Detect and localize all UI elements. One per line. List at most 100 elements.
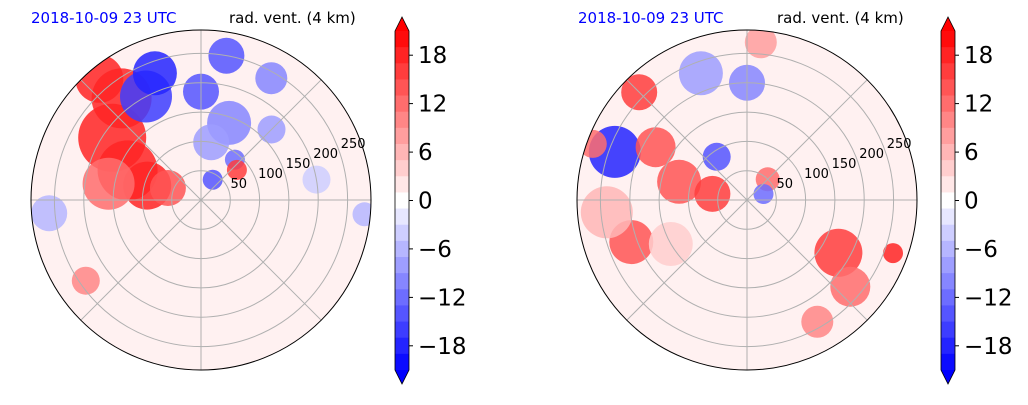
panel-2-field-blob: [830, 266, 871, 307]
panel-2-field-blob: [702, 142, 731, 171]
panel-2-colorbar-segment: [941, 176, 955, 193]
panel-1-timestamp: 2018-10-09 23 UTC: [31, 9, 177, 27]
panel-2-field-blob: [744, 30, 777, 59]
panel-2-colorbar-segment: [941, 289, 955, 306]
panel-2-colorbar-segment: [941, 208, 955, 226]
panel-2-colorbar-tick-label: 0: [964, 189, 979, 215]
panel-1-colorbar-tick-label: 12: [418, 92, 447, 118]
panel-1-radial-tick-label: 50: [231, 177, 248, 192]
panel-2-colorbar-segment: [941, 353, 955, 371]
panel-1-colorbar-segment: [395, 79, 409, 96]
panel-2-colorbar-segment: [941, 79, 955, 96]
panel-1-colorbar-segment: [395, 95, 409, 113]
panel-2-radial-tick-label: 200: [859, 147, 884, 162]
panel-2-colorbar-segment: [941, 111, 955, 129]
panel-1-colorbar-segment: [395, 127, 409, 145]
panel-2-colorbar-tick-label: 12: [964, 92, 993, 118]
panel-2-colorbar-segment: [941, 127, 955, 145]
panel-1-field-blob: [71, 266, 100, 295]
panel-1-colorbar-segment: [395, 208, 409, 226]
panel-1-colorbar-segment: [395, 160, 409, 177]
panel-1-colorbar-extend-top: [395, 17, 409, 31]
panel-2-radial-tick-label: 150: [832, 157, 857, 172]
panel-2-field-blob: [801, 305, 834, 338]
panel-1-field-blob: [82, 157, 135, 210]
panel-1-spoke: [80, 199, 202, 321]
panel-1-colorbar-segment: [395, 353, 409, 371]
panel-2-colorbar-segment: [941, 257, 955, 274]
panel-1-colorbar-segment: [395, 224, 409, 242]
panel-1-colorbar-segment: [395, 176, 409, 193]
panel-2-radial-tick-label: 50: [777, 177, 794, 192]
panel-1-colorbar-segment: [395, 192, 409, 209]
panel-1-spoke: [80, 79, 202, 201]
panel-1-colorbar-outline: [394, 16, 410, 385]
panel-1-title: rad. vent. (4 km): [229, 9, 356, 27]
panel-2-colorbar-tick-label: −12: [964, 285, 1013, 311]
panel-1-colorbar-segment: [395, 144, 409, 161]
panel-2-colorbar-tick-label: 6: [964, 140, 979, 166]
panel-2-colorbar-segment: [941, 95, 955, 113]
panel-1-spoke: [200, 199, 322, 321]
panel-1-field-blob: [202, 169, 223, 190]
panel-2-colorbar-tick-label: −18: [964, 334, 1013, 360]
panel-1-field-blob: [226, 159, 247, 180]
panel-2-colorbar-segment: [941, 273, 955, 290]
panel-2-colorbar-segment: [941, 224, 955, 242]
panel-2-colorbar-segment: [941, 47, 955, 64]
panel-1-colorbar-tick-label: 18: [418, 43, 447, 69]
panel-1-field-blob: [255, 62, 288, 95]
panel-1-radial-tick-label: 100: [258, 167, 283, 182]
panel-2-colorbar-segment: [941, 305, 955, 322]
panel-2-colorbar-segment: [941, 240, 955, 258]
panel-2-radial-tick-label: 250: [887, 137, 912, 152]
panel-2-field-blob: [635, 127, 676, 168]
panel-2-colorbar-segment: [941, 63, 955, 80]
panel-2-colorbar-tick-label: 18: [964, 43, 993, 69]
panel-2-colorbar: 18 12 6 0 −6 −12 −18: [940, 16, 1013, 385]
panel-2-title: rad. vent. (4 km): [777, 9, 904, 27]
panel-1-radial-tick-label: 200: [313, 147, 338, 162]
panel-1-radial-tick-label: 250: [341, 137, 366, 152]
panel-1-colorbar-segment: [395, 305, 409, 322]
panel-2-outline: [576, 29, 918, 371]
panel-2-colorbar-segment: [941, 160, 955, 177]
panel-1-colorbar-segment: [395, 273, 409, 290]
panel-1-colorbar-segment: [395, 240, 409, 258]
panel-2-field-blob: [678, 51, 723, 96]
panel-2-colorbar-extend-top: [941, 17, 955, 31]
panel-1-colorbar-tick-label: 6: [418, 140, 433, 166]
panel-2-spoke: [626, 79, 748, 201]
panel-2-field-blob: [883, 243, 903, 264]
panel-2-colorbar-extend-bottom: [941, 370, 955, 384]
panel-2-colorbar-segment: [941, 321, 955, 339]
panel-1-colorbar-tick-label: −18: [418, 334, 467, 360]
panel-2-field-blob: [814, 228, 863, 277]
panel-2-colorbar-tick-label: −6: [964, 237, 998, 263]
panel-1-spoke: [200, 79, 322, 201]
panel-1-field-blob: [149, 170, 186, 206]
panel-1-colorbar-tick-label: −12: [418, 285, 467, 311]
panel-2-colorbar-segment: [941, 337, 955, 355]
panel-1-colorbar-tick-label: 0: [418, 189, 433, 215]
panel-1-colorbar-segment: [395, 321, 409, 339]
panel-1-colorbar-extend-bottom: [395, 370, 409, 384]
panel-2-field-blob: [753, 184, 774, 204]
panel-1-colorbar-tick-label: −6: [418, 237, 452, 263]
panel-2-colorbar-segment: [941, 144, 955, 161]
panel-1-colorbar: 18 12 6 0 −6 −12 −18: [394, 16, 467, 385]
panel-1-outline: [30, 29, 372, 371]
panel-1-colorbar-segment: [395, 257, 409, 274]
panel-1-colorbar-segment: [395, 111, 409, 129]
panel-2-colorbar-segment: [941, 192, 955, 209]
panel-2-field-blob: [580, 186, 633, 239]
panel-2-spoke: [746, 199, 868, 321]
panel-1-field-blob: [31, 195, 68, 232]
panel-1-colorbar-segment: [395, 289, 409, 306]
panel-2-spoke: [626, 199, 748, 321]
panel-1-colorbar-segment: [395, 337, 409, 355]
